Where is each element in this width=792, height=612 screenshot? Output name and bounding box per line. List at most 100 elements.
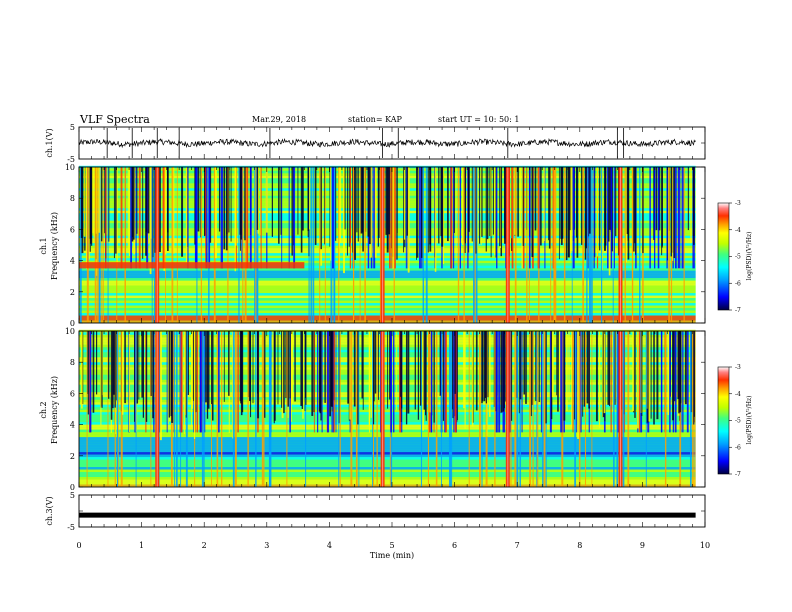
y-tick-label: 5 (70, 491, 75, 500)
spectrum-streak (378, 167, 380, 238)
spectrum-streak (540, 167, 542, 246)
spectrum-streak (607, 167, 609, 269)
spectrum-streak (343, 167, 345, 274)
spectrum-streak (584, 167, 587, 260)
x-tick-label: 7 (515, 541, 520, 550)
spectrum-streak (263, 331, 265, 487)
spectrum-streak (271, 167, 273, 237)
spectrum-streak (657, 167, 660, 269)
frequency-band (79, 310, 696, 314)
colorbar-tick-label: -4 (735, 391, 741, 398)
spectrum-streak (574, 331, 577, 487)
spectrum-streak (603, 331, 606, 414)
spectrum-streak (479, 331, 481, 487)
frequency-band (79, 278, 696, 281)
spectrum-streak (84, 167, 86, 237)
spectrum-streak (357, 331, 359, 425)
frequency-band (79, 293, 696, 296)
spectrum-streak (257, 167, 259, 323)
x-tick-label: 1 (139, 541, 144, 550)
spectrum-streak (254, 167, 256, 323)
spectrum-streak (687, 167, 689, 231)
spectrum-streak (578, 331, 581, 487)
spectrum-streak (101, 167, 103, 323)
spectrum-streak (289, 331, 291, 399)
frequency-band (79, 290, 696, 294)
spectrum-streak (239, 331, 241, 402)
spectrum-streak (572, 331, 574, 433)
spectrum-streak (467, 167, 470, 232)
spectrum-streak (335, 331, 337, 433)
spectrum-streak (320, 331, 322, 421)
spectrum-streak (489, 167, 491, 237)
spectrum-streak (475, 167, 477, 254)
spectrum-streak (419, 167, 421, 269)
spectrum-streak (208, 167, 211, 269)
ch1-wave-ylabel: ch.1(V) (45, 128, 54, 157)
spectrum-streak (132, 167, 135, 240)
spectrum-streak (632, 331, 635, 412)
frequency-band (79, 477, 696, 480)
spectrum-streak (287, 331, 289, 407)
spectrum-streak (674, 331, 677, 433)
spectrum-streak (613, 331, 615, 487)
spectrum-streak (101, 331, 103, 407)
spectrum-streak (288, 167, 290, 269)
spectrum-streak (389, 331, 391, 400)
spectrum-streak (368, 331, 371, 433)
spectrum-streak (300, 167, 303, 253)
frequency-band (79, 482, 696, 485)
spectrum-streak (682, 331, 684, 433)
spectrum-streak (115, 167, 117, 254)
spectrum-streak (521, 167, 523, 269)
spectrum-streak (116, 167, 118, 267)
spectrum-streak (536, 331, 539, 487)
y-tick-label: -5 (67, 155, 75, 164)
spectrum-streak (218, 331, 220, 433)
spectrum-streak (535, 331, 538, 401)
spectrum-streak (128, 167, 130, 256)
spectrum-streak (420, 167, 423, 258)
x-tick-label: 6 (452, 541, 457, 550)
spectrum-streak (444, 331, 446, 433)
spectrum-streak (349, 167, 351, 269)
spectrum-streak (539, 167, 541, 269)
spectrum-streak (102, 167, 104, 323)
spectrum-streak (172, 167, 175, 254)
spectrum-streak (403, 167, 406, 240)
spectrum-streak (467, 167, 469, 269)
spectrum-streak (86, 167, 89, 323)
spectrum-streak (414, 331, 416, 410)
spectrum-streak (560, 331, 562, 433)
spectrum-streak (221, 167, 223, 269)
spectrum-streak (391, 167, 394, 269)
spectrum-streak (588, 331, 590, 409)
spectrum-streak (548, 167, 551, 249)
spectrum-streak (425, 331, 427, 421)
frequency-band (79, 452, 696, 455)
spectrum-streak (518, 331, 520, 414)
spectrum-streak (227, 167, 229, 323)
spectrum-streak (617, 331, 620, 433)
impulsive-burst-core (382, 167, 384, 323)
x-tick-label: 0 (76, 541, 81, 550)
spectrum-streak (332, 167, 334, 269)
spectrum-streak (481, 167, 483, 237)
spectrum-streak (607, 331, 610, 405)
spectrum-streak (228, 167, 230, 233)
spectrum-streak (281, 331, 284, 419)
spectrum-streak (486, 167, 489, 240)
spectrum-streak (529, 331, 532, 487)
spectrum-streak (174, 331, 175, 487)
ch1-spec-ylabel: Frequency (kHz) (50, 212, 59, 280)
spectrum-streak (203, 167, 206, 237)
spectrum-streak (433, 331, 435, 423)
spectrum-streak (355, 331, 358, 487)
frequency-band (79, 427, 696, 430)
spectrum-streak (278, 167, 280, 244)
y-tick-label: 6 (70, 389, 75, 398)
y-tick-label: 8 (70, 358, 75, 367)
spectrum-streak (379, 167, 382, 323)
spectrum-streak (403, 167, 405, 253)
ch1-spectrogram-panel: 0 2 4 6 8 10 (65, 163, 706, 328)
